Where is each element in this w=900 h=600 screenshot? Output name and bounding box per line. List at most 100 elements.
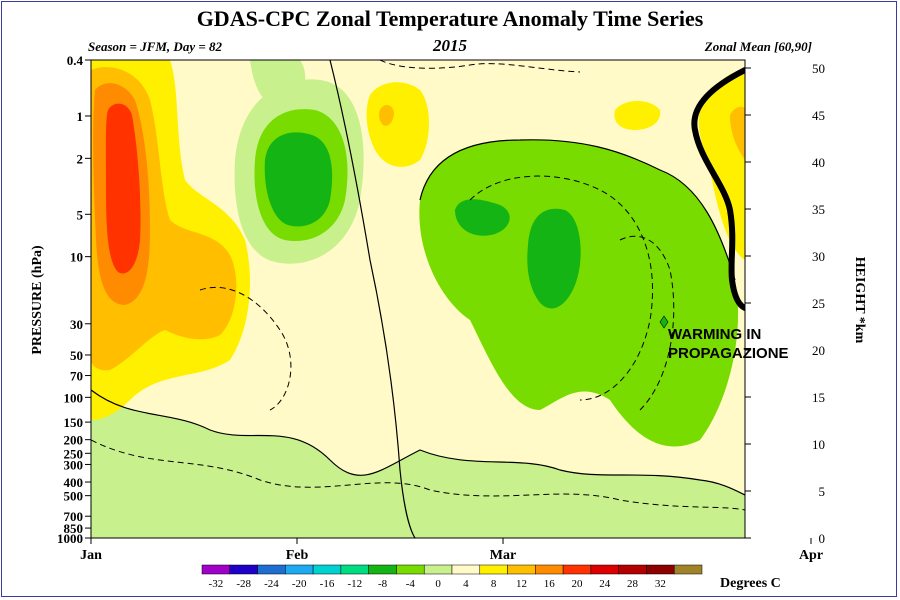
colorbar-swatch [618,564,647,575]
height-tick-label: 30 [812,249,825,264]
month-tick-label: Feb [286,548,309,563]
dashed-contour-d [379,60,581,73]
contour-fill-pos-4-feb [366,82,429,167]
colorbar-tick-label: -12 [347,578,362,590]
pressure-tick-label: 0.4 [67,53,84,68]
colorbar-swatch [507,564,536,575]
colorbar-swatch [451,564,481,575]
contour-fill-pos-16 [105,103,141,274]
pressure-tick-label: 300 [64,457,84,472]
month-tick-label: Jan [80,548,102,563]
contour-fill-neg-8-a [455,199,510,236]
colorbar-tick-label: 4 [463,578,469,590]
dashed-contour-a [91,439,745,511]
colorbar-tick-label: 24 [599,578,611,590]
pressure-tick-label: 1000 [57,531,83,546]
colorbar-tick-label: 0 [435,578,441,590]
pressure-tick-label: 50 [70,348,83,363]
colorbar-swatch [673,564,703,575]
colorbar-tick-label: -16 [320,578,335,590]
colorbar-tick-label: -28 [236,578,251,590]
pressure-tick-label: 70 [70,369,83,384]
season-label: Season = JFM, Day = 82 [88,39,222,54]
zero-contour-c [91,389,745,496]
colorbar-tick-label: 32 [655,578,666,590]
month-tick-label: Mar [490,548,516,563]
chart-title: GDAS-CPC Zonal Temperature Anomaly Time … [196,6,704,31]
pressure-tick-label: 700 [64,509,84,524]
hand-drawn-arrow-shaft [758,92,760,200]
pressure-tick-label: 850 [64,521,84,536]
pressure-tick-label: 100 [64,390,84,405]
chart-year: 2015 [433,36,467,55]
pressure-tick-label: 5 [77,207,84,222]
hand-drawn-warming-front [691,67,745,311]
colorbar-swatch [396,564,425,575]
colorbar-tick-label: 8 [491,578,497,590]
contour-fill-pos-4-mar [614,101,661,130]
contour-fill-neg-8-b [527,208,581,309]
y-axis-title: PRESSURE (hPa) [30,245,45,355]
colorbar-swatch [340,564,369,575]
zonal-mean-label: Zonal Mean [60,90] [704,39,812,54]
height-tick-label: 20 [812,343,825,358]
pressure-tick-label: 150 [64,415,84,430]
colorbar-tick-label: -24 [264,578,279,590]
height-tick-label: 40 [812,155,825,170]
height-tick-label: 15 [812,390,825,405]
colorbar-swatch [562,564,592,575]
height-tick-label: 50 [812,61,825,76]
colorbar-swatch [229,564,258,575]
colorbar-swatch [646,564,675,575]
colorbar-tick-label: 28 [627,578,639,590]
pressure-tick-label: 250 [64,446,84,461]
contour-fill-pos-8-feb [379,104,394,126]
colorbar-tick-label: -32 [209,578,224,590]
colorbar-tick-label: 12 [516,578,527,590]
colorbar-swatch [257,564,286,575]
contour-fill-neg-12-jan [264,132,333,227]
height-tick-label: 0 [819,531,826,546]
colorbar-swatch [285,564,314,575]
colorbar-swatch [423,564,453,575]
plot-border [90,59,746,539]
pressure-tick-label: 500 [64,489,84,504]
pressure-tick-label: 30 [70,317,83,332]
colorbar-label: Degrees C [720,576,781,591]
colorbar-tick-label: -8 [378,578,388,590]
pressure-tick-label: 10 [70,250,83,265]
colorbar-swatch [368,564,397,575]
colorbar-swatch [479,564,508,575]
y2-axis-title: HEIGHT *km [852,257,867,344]
colorbar-swatch [201,564,231,575]
height-tick-label: 35 [812,202,825,217]
colorbar-swatch [312,564,342,575]
annotation-line-1: WARMING IN [668,326,762,343]
dashed-contour-c [469,175,654,401]
warming-annotation: WARMING IN PROPAGAZIONE [668,325,789,363]
zero-contour-b [419,139,736,281]
contour-fill-pos-8-apr [730,106,745,160]
pressure-tick-label: 200 [64,433,84,448]
axes: 0.41251030507010015020025030040050070085… [30,53,867,591]
pressure-tick-label: 400 [64,475,84,490]
zero-contour-a [329,60,416,538]
colorbar-tick-label: -20 [292,578,307,590]
height-tick-label: 10 [812,437,825,452]
pressure-tick-label: 1 [77,109,84,124]
contour-fill-neg-4-lower [91,390,745,538]
pressure-tick-label: 2 [77,151,84,166]
colorbar-tick-label: 16 [544,578,556,590]
dashed-contour-e [619,235,675,411]
colorbar-swatch [590,564,619,575]
dashed-contour-b [199,286,292,411]
height-tick-label: 45 [812,108,825,123]
colorbar-tick-label: 20 [572,578,584,590]
annotation-line-2: PROPAGAZIONE [668,345,789,362]
colorbar-tick-label: -4 [406,578,416,590]
height-tick-label: 25 [812,296,825,311]
anomaly-fills [91,60,760,538]
marker-diamond [659,315,669,329]
